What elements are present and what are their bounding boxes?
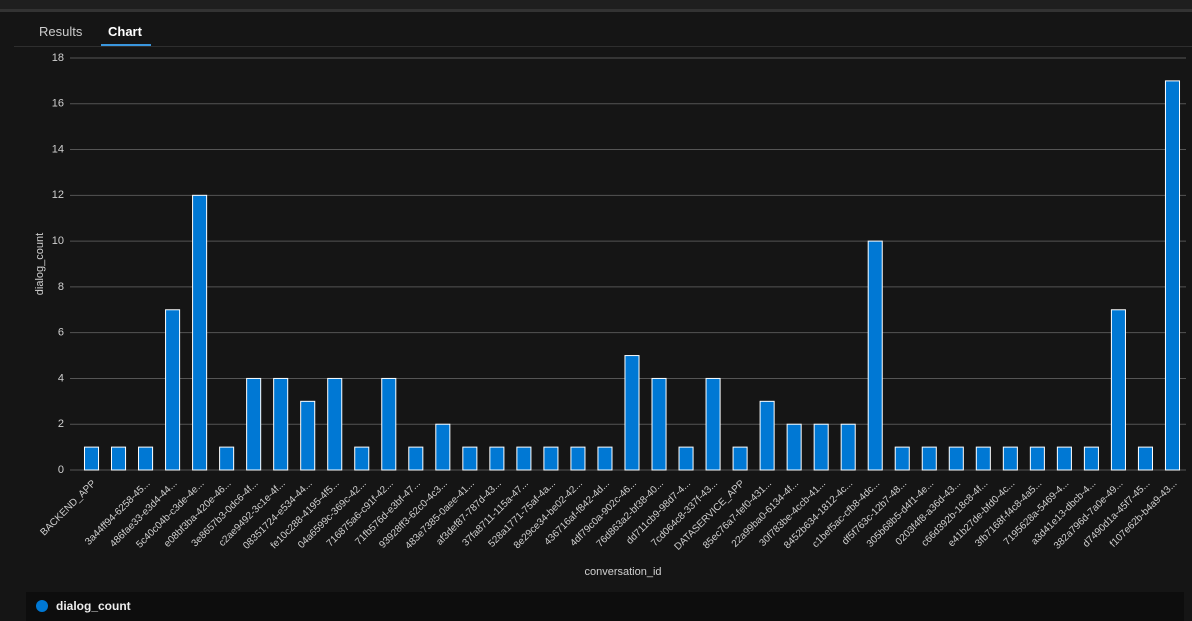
bar [1137,446,1153,471]
bar [975,446,991,471]
y-tick-label: 0 [58,464,64,476]
bar [1029,446,1045,471]
bar [219,446,235,471]
bar [1083,446,1099,471]
y-tick-label: 4 [58,372,64,384]
bar [921,446,937,471]
y-axis-title: dialog_count [34,233,46,295]
x-tick-label: BACKEND_APP [38,478,98,538]
bar [678,446,694,471]
bar [867,240,883,471]
y-tick-label: 10 [52,235,64,247]
tab-active[interactable]: Chart [108,24,142,39]
bar [192,194,208,471]
bar [489,446,505,471]
bar [327,377,343,471]
legend: dialog_count [26,592,1184,621]
y-tick-label: 8 [58,281,64,293]
bar [624,355,640,471]
bar [840,423,856,471]
legend-swatch [36,600,48,612]
chart: conversation_id dialog_count 0 2 4 6 8 10 12 14… [34,52,1186,578]
bar [300,400,316,471]
y-tick-label: 12 [52,189,64,201]
tab-separator [14,46,1192,47]
bar [1002,446,1018,471]
bar [165,309,181,471]
tab-underline [101,44,151,46]
legend-label[interactable]: dialog_count [56,599,131,613]
bar [813,423,829,471]
bar [732,446,748,471]
bar [273,377,289,471]
bar [435,423,451,471]
x-axis-title: conversation_id [584,566,661,578]
bar [354,446,370,471]
bar [651,377,667,471]
bar [759,400,775,471]
bar [138,446,154,471]
bar [1056,446,1072,471]
bar [462,446,478,471]
bar [786,423,802,471]
bar [83,446,100,471]
bar [516,446,532,471]
y-tick-label: 18 [52,52,64,64]
bar [597,446,613,471]
bar [1110,309,1126,471]
y-tick-label: 6 [58,327,64,339]
bar [381,377,397,471]
bar [246,377,262,471]
bar [705,377,721,471]
bar [894,446,910,471]
bar [111,446,127,471]
tab[interactable]: Results [39,24,83,39]
bar [408,446,424,471]
bar [948,446,964,471]
y-tick-label: 14 [52,143,64,155]
top-bar [0,0,1192,12]
bar [1164,80,1181,471]
bar [543,446,559,471]
y-tick-label: 16 [52,98,64,110]
y-tick-label: 2 [58,418,64,430]
bar [570,446,586,471]
